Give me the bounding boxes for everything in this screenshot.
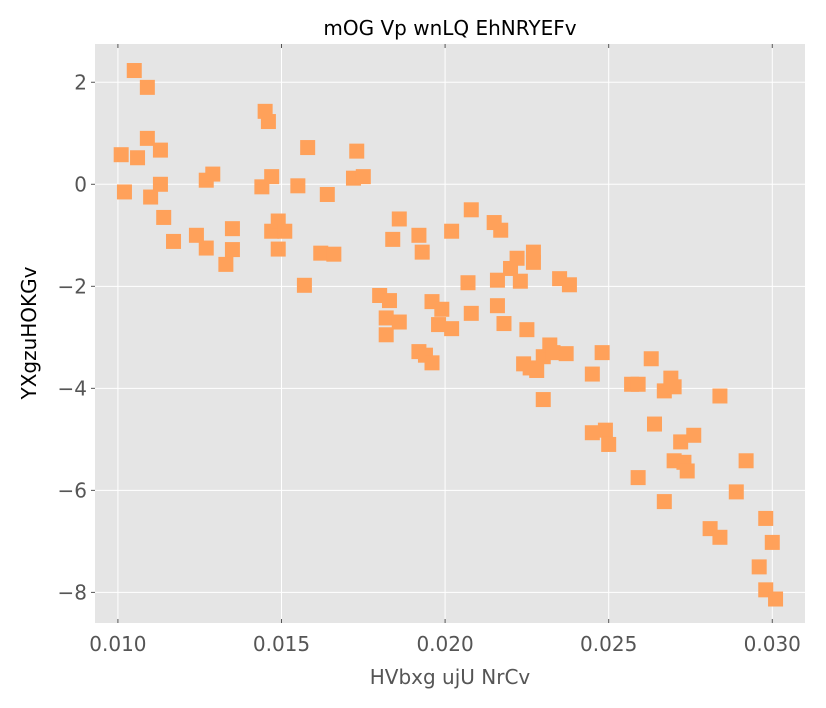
data-point-marker	[143, 189, 159, 205]
data-point-marker	[489, 272, 505, 288]
data-point-marker	[326, 246, 342, 262]
x-tick-label: 0.025	[580, 632, 637, 656]
data-point-marker	[391, 211, 407, 227]
data-point-marker	[378, 310, 394, 326]
data-point-marker	[686, 427, 702, 443]
data-point-marker	[156, 209, 172, 225]
data-point-marker	[198, 240, 214, 256]
data-point-marker	[646, 416, 662, 432]
data-point-marker	[188, 227, 204, 243]
y-axis-label: YXgzuHOKGv	[17, 266, 41, 400]
data-point-marker	[381, 293, 397, 309]
y-tick-label: −6	[58, 478, 87, 502]
data-point-marker	[411, 227, 427, 243]
data-point-marker	[116, 184, 132, 200]
data-point-marker	[561, 277, 577, 293]
data-point-marker	[643, 351, 659, 367]
data-point-marker	[673, 434, 689, 450]
data-point-marker	[260, 114, 276, 130]
data-point-marker	[270, 241, 286, 257]
data-point-marker	[545, 345, 561, 361]
data-point-marker	[139, 130, 155, 146]
data-point-marker	[535, 392, 551, 408]
data-point-marker	[424, 355, 440, 371]
data-point-marker	[130, 150, 146, 166]
data-point-marker	[758, 510, 774, 526]
x-tick-label: 0.030	[744, 632, 801, 656]
x-tick-label: 0.010	[89, 632, 146, 656]
data-point-marker	[666, 379, 682, 395]
data-point-marker	[489, 298, 505, 314]
data-points	[113, 63, 784, 607]
data-point-marker	[768, 591, 784, 607]
data-point-marker	[679, 463, 695, 479]
data-point-marker	[463, 305, 479, 321]
data-point-marker	[385, 231, 401, 247]
data-point-marker	[264, 169, 280, 185]
data-point-marker	[751, 559, 767, 575]
data-point-marker	[224, 221, 240, 237]
data-point-marker	[463, 202, 479, 218]
data-point-marker	[584, 366, 600, 382]
data-point-marker	[349, 143, 365, 159]
data-point-marker	[728, 484, 744, 500]
data-point-marker	[313, 245, 329, 261]
data-point-marker	[444, 223, 460, 239]
data-point-marker	[152, 176, 168, 192]
y-tick-label: −2	[58, 274, 87, 298]
data-point-marker	[597, 422, 613, 438]
data-point-marker	[712, 388, 728, 404]
data-point-marker	[277, 223, 293, 239]
chart-title: mOG Vp wnLQ EhNRYEFv	[323, 16, 576, 40]
data-point-marker	[764, 534, 780, 550]
data-point-marker	[205, 166, 221, 182]
data-point-marker	[656, 494, 672, 510]
data-point-marker	[126, 63, 142, 79]
data-point-marker	[378, 327, 394, 343]
data-point-marker	[496, 316, 512, 332]
data-point-marker	[584, 425, 600, 441]
y-tick-label: −8	[58, 580, 87, 604]
data-point-marker	[630, 376, 646, 392]
data-point-marker	[519, 322, 535, 338]
data-point-marker	[224, 242, 240, 258]
data-point-marker	[525, 244, 541, 260]
data-point-marker	[414, 244, 430, 260]
y-tick-label: 2	[74, 70, 87, 94]
data-point-marker	[460, 275, 476, 291]
data-point-marker	[431, 317, 447, 333]
x-axis-label: HVbxg ujU NrCv	[370, 665, 531, 689]
axis-ticks: 0.010 0.015 0.020 0.025 0.030 2 0 −2 −4 −6 −8	[58, 44, 801, 656]
data-point-marker	[296, 277, 312, 293]
y-tick-label: −4	[58, 376, 87, 400]
data-point-marker	[512, 273, 528, 289]
data-point-marker	[355, 169, 371, 185]
data-point-marker	[139, 79, 155, 95]
data-point-marker	[738, 453, 754, 469]
data-point-marker	[290, 178, 306, 194]
x-tick-label: 0.015	[253, 632, 310, 656]
data-point-marker	[434, 301, 450, 317]
data-point-marker	[113, 147, 129, 163]
data-point-marker	[218, 256, 234, 272]
data-point-marker	[601, 436, 617, 452]
data-point-marker	[166, 233, 182, 249]
data-point-marker	[319, 186, 335, 202]
y-tick-label: 0	[74, 172, 87, 196]
data-point-marker	[444, 321, 460, 337]
data-point-marker	[391, 314, 407, 330]
data-point-marker	[529, 362, 545, 378]
data-point-marker	[558, 346, 574, 362]
data-point-marker	[509, 250, 525, 266]
data-point-marker	[300, 140, 316, 156]
x-tick-label: 0.020	[416, 632, 473, 656]
data-point-marker	[712, 529, 728, 545]
data-point-marker	[493, 222, 509, 238]
data-point-marker	[152, 142, 168, 158]
data-point-marker	[594, 345, 610, 361]
data-point-marker	[630, 470, 646, 486]
